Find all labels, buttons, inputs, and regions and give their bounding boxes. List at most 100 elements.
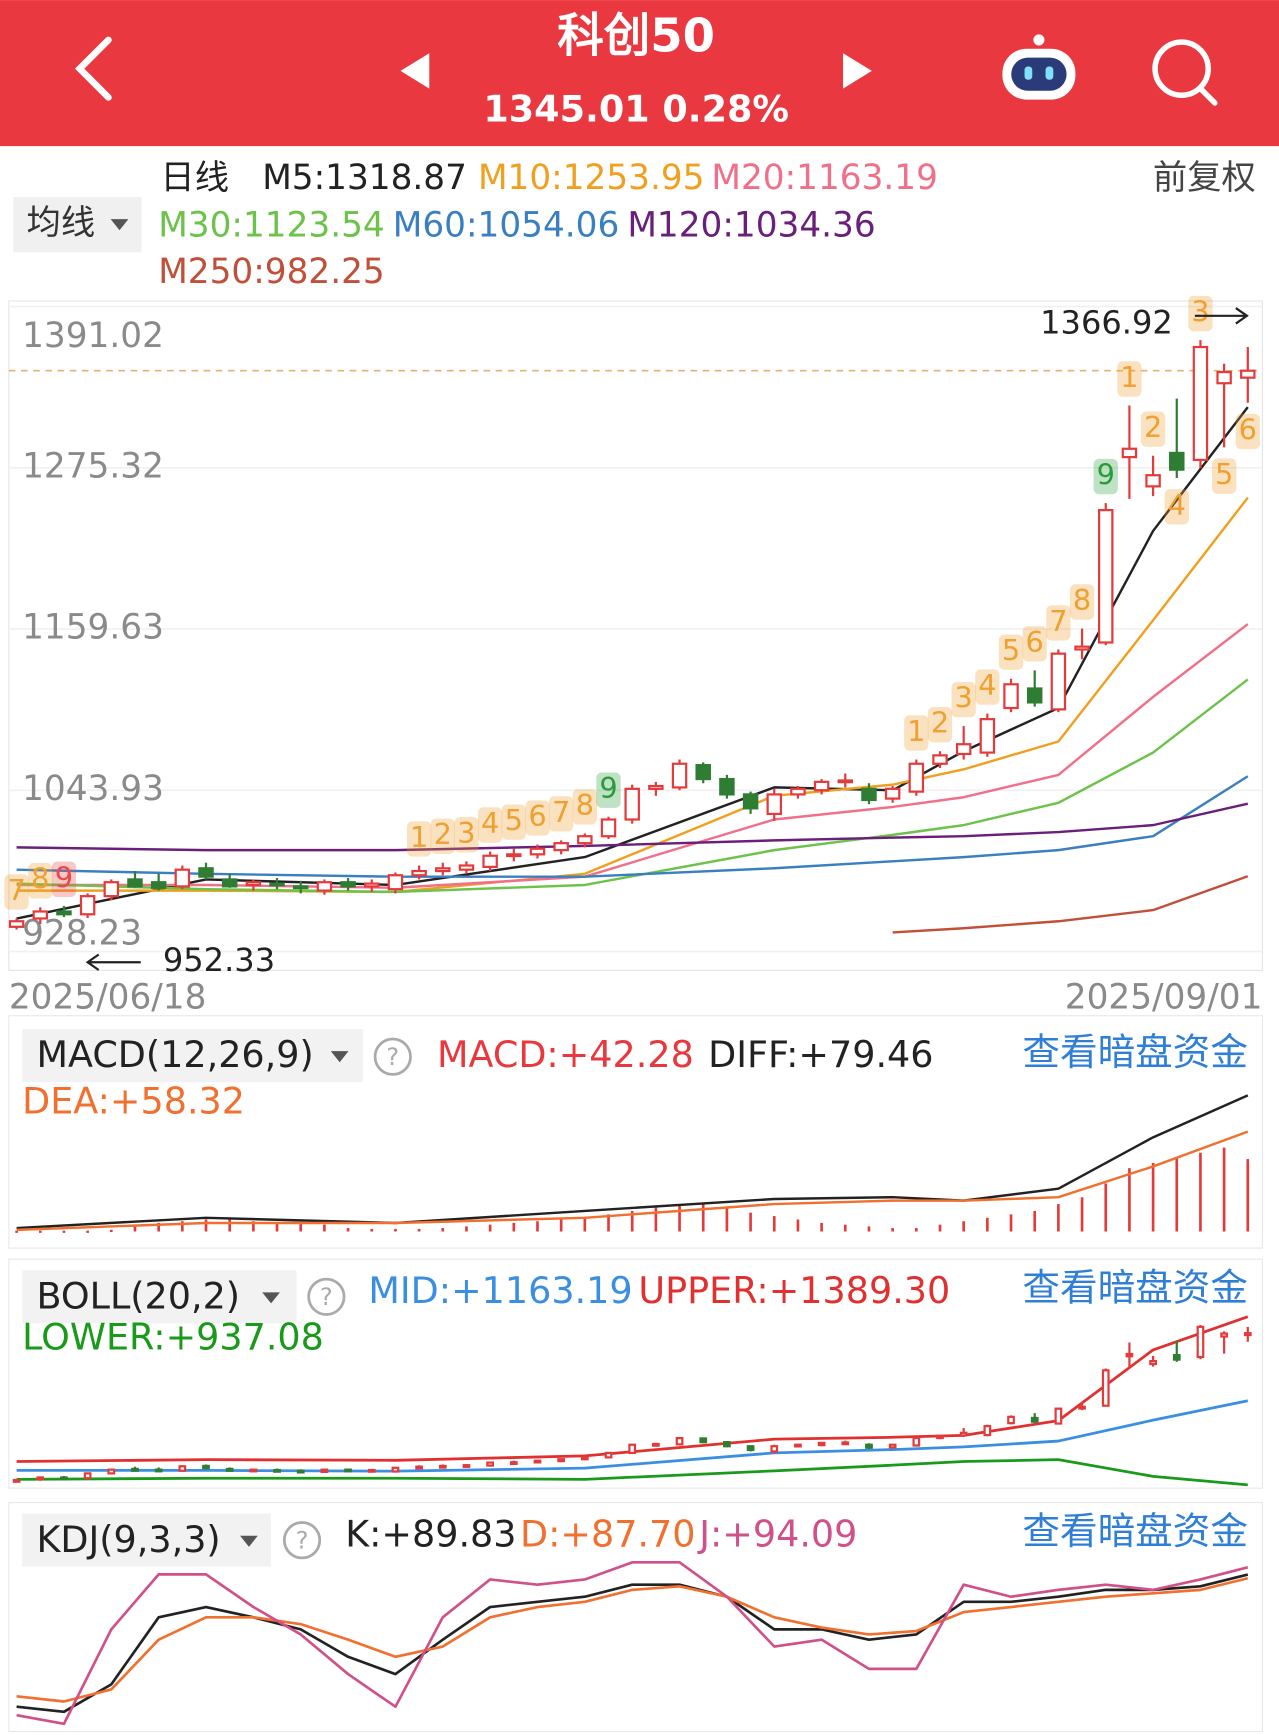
candle-body — [340, 881, 356, 888]
boll-candle-body — [1007, 1415, 1015, 1425]
macd-bar — [536, 1221, 539, 1232]
macd-bar — [512, 1222, 516, 1232]
kdj-label[interactable]: KDJ(9,3,3) — [37, 1518, 221, 1561]
next-button[interactable] — [843, 53, 872, 89]
legend-item: M250:982.25 — [158, 252, 385, 292]
dark-pool-link[interactable]: 查看暗盘资金 — [1022, 1030, 1248, 1074]
td-badge — [1211, 458, 1237, 494]
td-badge — [51, 861, 77, 898]
help-icon[interactable]: ? — [282, 1521, 322, 1560]
macd-bar — [1009, 1214, 1013, 1232]
boll-candle-body — [865, 1443, 873, 1449]
candle-body — [458, 864, 475, 871]
candle-body — [127, 878, 143, 888]
candle-body — [1074, 645, 1090, 651]
candle-body — [790, 787, 806, 796]
macd-bar — [346, 1228, 350, 1232]
boll-label[interactable]: BOLL(20,2) — [37, 1274, 241, 1317]
k-value: K:+89.83 — [345, 1512, 516, 1555]
boll-candle-body — [1220, 1332, 1228, 1338]
j-value: J:+94.09 — [697, 1512, 857, 1555]
td-badge — [406, 821, 432, 857]
td-badge — [454, 817, 479, 853]
low-arrow — [85, 953, 141, 971]
macd-bar — [1033, 1210, 1037, 1232]
td-badge — [477, 807, 503, 843]
td-label: 4 — [481, 806, 499, 840]
candle-body — [648, 784, 664, 790]
candle-body — [387, 874, 404, 891]
td-badge — [28, 863, 53, 899]
td-badge — [1069, 584, 1095, 620]
boll-candle-body — [60, 1476, 68, 1481]
macd-frame — [8, 1015, 1263, 1249]
assistant-icon[interactable] — [1002, 34, 1076, 100]
boll-candle-body — [36, 1476, 45, 1481]
svg-text:?: ? — [320, 1282, 333, 1311]
candle-body — [553, 842, 569, 852]
candle-body — [245, 881, 262, 887]
boll-candle-body — [296, 1469, 305, 1474]
td-badge — [4, 874, 29, 910]
change: 0.28% — [662, 87, 789, 130]
boll-candle-body — [675, 1436, 684, 1446]
boll-candle-body — [936, 1434, 944, 1440]
td-label: 7 — [1049, 604, 1067, 638]
td-label: 9 — [55, 860, 73, 894]
td-badge — [1046, 605, 1071, 641]
boll-selector-box[interactable] — [22, 1270, 297, 1324]
td-badge — [1164, 489, 1189, 525]
macd-bar — [820, 1222, 823, 1232]
macd-bar — [1199, 1152, 1202, 1232]
candle-body — [103, 881, 120, 898]
macd-bar — [109, 1229, 113, 1233]
candle-body — [1121, 447, 1138, 459]
macd-bar — [441, 1228, 445, 1232]
prev-button[interactable] — [400, 53, 430, 89]
boll-candle-body — [1125, 1352, 1134, 1358]
selector[interactable]: 均线 — [27, 203, 96, 243]
candle-body — [908, 762, 925, 793]
dark-pool-link[interactable]: 查看暗盘资金 — [1022, 1266, 1248, 1310]
macd-bar — [914, 1228, 918, 1232]
boll-candle-body — [344, 1468, 352, 1473]
kdj-selector-box[interactable] — [22, 1513, 272, 1567]
dark-pool-link[interactable]: 查看暗盘资金 — [1022, 1509, 1248, 1553]
dropdown-icon — [240, 1535, 258, 1547]
boll-candle-body — [1149, 1359, 1157, 1366]
macd-bar — [1104, 1183, 1108, 1232]
macd-bar — [86, 1230, 89, 1233]
td-label: 1 — [1120, 360, 1138, 394]
boll-candle-body — [438, 1464, 447, 1469]
td-badge — [548, 796, 574, 832]
legend-item: M60:1054.06 — [393, 205, 620, 245]
td-badge — [975, 669, 1000, 705]
title: 科创50 — [557, 8, 715, 62]
macd-bar — [181, 1221, 184, 1232]
macd-bar — [962, 1221, 966, 1232]
candle-body — [577, 835, 593, 845]
candle-body — [529, 847, 546, 856]
boll-candle-body — [1054, 1407, 1063, 1425]
macd-bar — [843, 1224, 847, 1232]
boll-candle-body — [557, 1458, 566, 1463]
search-button[interactable] — [1152, 39, 1218, 106]
macd-bar — [323, 1224, 326, 1232]
candle-body — [600, 818, 617, 838]
candle-body — [482, 854, 498, 868]
help-icon[interactable]: ? — [307, 1277, 346, 1316]
boll-candle-body — [131, 1467, 139, 1472]
candle-body — [1192, 345, 1209, 462]
macd-label[interactable]: MACD(12,26,9) — [37, 1033, 314, 1076]
macd-bar — [867, 1226, 871, 1232]
adjust-button[interactable]: 前复权 — [1153, 158, 1256, 198]
td-badge — [1022, 626, 1047, 662]
boll-candle-body — [959, 1431, 968, 1437]
boll-candle-body — [794, 1443, 802, 1448]
help-icon[interactable]: ? — [373, 1037, 412, 1076]
td-badge — [596, 772, 621, 808]
boll-candle-body — [699, 1437, 708, 1444]
macd-selector-box[interactable] — [22, 1029, 363, 1083]
back-button[interactable] — [74, 36, 112, 101]
macd-bar — [938, 1224, 942, 1232]
